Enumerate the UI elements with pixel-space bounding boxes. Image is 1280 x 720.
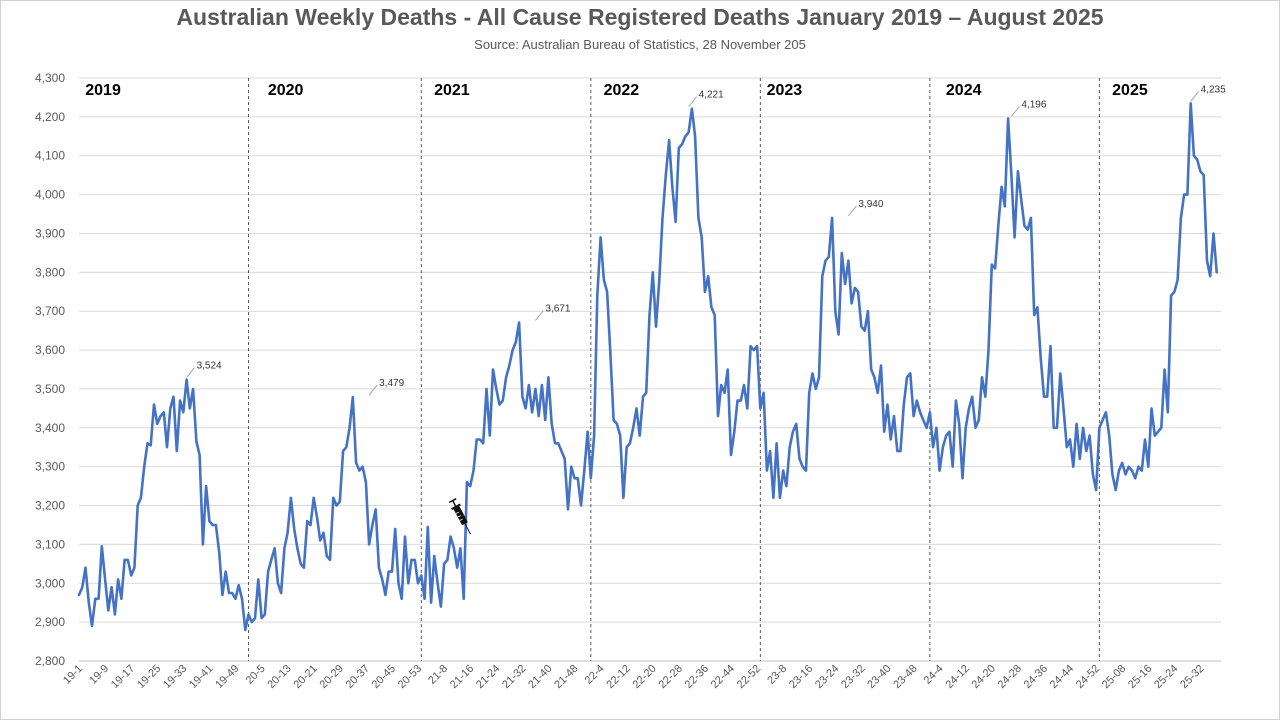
x-tick-label: 23-40 bbox=[865, 663, 893, 691]
y-tick-label: 4,100 bbox=[35, 149, 65, 163]
y-tick-label: 4,300 bbox=[35, 71, 65, 85]
peak-annotations: 3,524 3,479 3,671 4,221 3,940 4,196 4,235 bbox=[186, 84, 1226, 396]
annotation-leader bbox=[368, 384, 378, 396]
x-tick-label: 25-32 bbox=[1178, 663, 1206, 691]
x-tick-label: 19-9 bbox=[87, 663, 111, 687]
y-tick-label: 3,200 bbox=[35, 499, 65, 513]
x-tick-label: 20-45 bbox=[370, 663, 398, 691]
x-tick-label: 23-16 bbox=[787, 663, 815, 691]
x-tick-label: 21-24 bbox=[474, 663, 502, 691]
x-tick-label: 21-40 bbox=[526, 663, 554, 691]
x-tick-label: 22-52 bbox=[735, 663, 763, 691]
y-tick-label: 3,900 bbox=[35, 226, 65, 240]
x-tick-label: 21-32 bbox=[500, 663, 528, 691]
x-tick-label: 21-8 bbox=[426, 663, 450, 687]
x-tick-label: 20-21 bbox=[291, 663, 319, 691]
y-tick-label: 3,100 bbox=[35, 537, 65, 551]
x-tick-label: 22-44 bbox=[709, 663, 737, 691]
annotation-label: 3,940 bbox=[858, 199, 883, 210]
y-tick-label: 3,300 bbox=[35, 460, 65, 474]
x-tick-label: 20-5 bbox=[244, 663, 268, 687]
annotation-label: 4,235 bbox=[1201, 84, 1226, 95]
x-tick-label: 22-20 bbox=[630, 663, 658, 691]
series-line bbox=[77, 102, 1218, 632]
x-tick-label: 24-28 bbox=[996, 663, 1024, 691]
x-tick-label: 21-16 bbox=[448, 663, 476, 691]
year-dividers bbox=[248, 78, 1100, 661]
x-tick-label: 20-13 bbox=[265, 663, 293, 691]
x-tick-label: 19-49 bbox=[213, 663, 241, 691]
x-tick-label: 20-37 bbox=[344, 663, 372, 691]
annotation-label: 3,671 bbox=[545, 303, 570, 314]
x-tick-label: 20-29 bbox=[318, 663, 346, 691]
x-tick-label: 19-17 bbox=[109, 663, 137, 691]
y-tick-label: 4,200 bbox=[35, 110, 65, 124]
chart-title: Australian Weekly Deaths - All Cause Reg… bbox=[176, 4, 1104, 30]
y-tick-label: 3,000 bbox=[35, 576, 65, 590]
x-tick-label: 23-8 bbox=[765, 663, 789, 687]
annotation-leader bbox=[535, 310, 544, 321]
x-tick-label: 21-48 bbox=[552, 663, 580, 691]
grid-lines bbox=[79, 77, 1221, 662]
year-label: 2025 bbox=[1112, 82, 1148, 99]
y-tick-label: 2,800 bbox=[35, 654, 65, 668]
x-tick-label: 19-25 bbox=[135, 663, 163, 691]
x-tick-label: 24-44 bbox=[1048, 663, 1076, 691]
annotation-label: 4,196 bbox=[1021, 99, 1046, 110]
y-tick-label: 3,400 bbox=[35, 421, 65, 435]
year-label: 2020 bbox=[268, 82, 304, 99]
y-axis-ticks: 2,800 2,900 3,000 3,100 3,200 3,300 3,400 3,500… bbox=[35, 71, 65, 668]
x-tick-label: 24-52 bbox=[1074, 663, 1102, 691]
annotation-leader bbox=[688, 96, 698, 108]
x-tick-label: 24-12 bbox=[943, 663, 971, 691]
y-tick-label: 2,900 bbox=[35, 615, 65, 629]
series-group bbox=[77, 102, 1218, 632]
annotation-label: 3,524 bbox=[197, 361, 222, 372]
x-tick-label: 23-24 bbox=[813, 663, 841, 691]
x-tick-label: 19-41 bbox=[187, 663, 215, 691]
x-tick-label: 25-16 bbox=[1126, 663, 1154, 691]
year-labels: 2019 2020 2021 2022 2023 2024 2025 bbox=[85, 82, 1148, 99]
y-tick-label: 4,000 bbox=[35, 188, 65, 202]
x-tick-label: 22-4 bbox=[583, 663, 607, 687]
year-label: 2019 bbox=[85, 82, 121, 99]
x-tick-label: 24-36 bbox=[1022, 663, 1050, 691]
year-label: 2023 bbox=[767, 82, 803, 99]
annotation-label: 4,221 bbox=[699, 90, 724, 101]
annotation-leader bbox=[1010, 106, 1020, 117]
year-label: 2024 bbox=[946, 82, 982, 99]
x-tick-label: 24-4 bbox=[922, 663, 946, 687]
y-tick-label: 3,600 bbox=[35, 343, 65, 357]
y-tick-label: 3,800 bbox=[35, 265, 65, 279]
x-tick-label: 22-28 bbox=[657, 663, 685, 691]
syringe-icon bbox=[448, 498, 471, 535]
year-label: 2021 bbox=[434, 82, 470, 99]
x-tick-label: 20-53 bbox=[396, 663, 424, 691]
x-tick-label: 25-24 bbox=[1152, 663, 1180, 691]
annotation-leader bbox=[1190, 90, 1200, 102]
annotation-label: 3,479 bbox=[379, 378, 404, 389]
y-tick-label: 3,700 bbox=[35, 304, 65, 318]
year-label: 2022 bbox=[604, 82, 640, 99]
y-tick-label: 3,500 bbox=[35, 382, 65, 396]
chart-subtitle: Source: Australian Bureau of Statistics,… bbox=[474, 37, 806, 52]
x-tick-label: 23-32 bbox=[839, 663, 867, 691]
x-tick-label: 22-36 bbox=[683, 663, 711, 691]
annotation-leader bbox=[847, 205, 857, 217]
x-tick-label: 24-20 bbox=[970, 663, 998, 691]
x-tick-label: 23-48 bbox=[891, 663, 919, 691]
x-tick-label: 25-08 bbox=[1100, 663, 1128, 691]
annotation-leader bbox=[186, 367, 195, 378]
x-tick-label: 19-33 bbox=[161, 663, 189, 691]
x-tick-label: 22-12 bbox=[604, 663, 632, 691]
